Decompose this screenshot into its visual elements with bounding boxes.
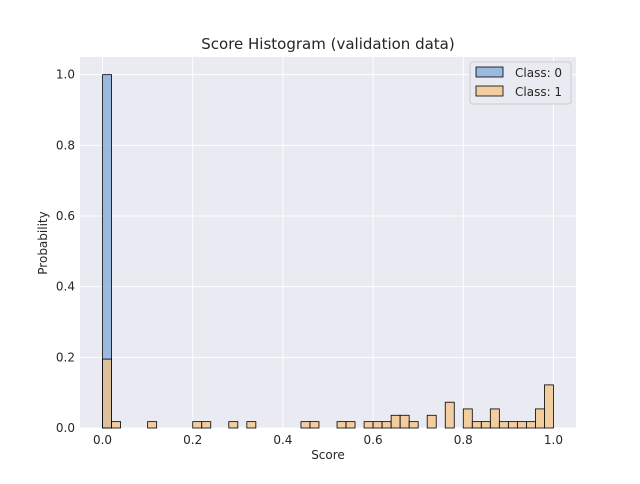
x-tick-label: 0.6 — [364, 433, 383, 447]
histogram-bar — [444, 401, 455, 429]
legend-label-class-0: Class: 0 — [515, 66, 562, 80]
x-axis-label: Score — [311, 448, 345, 462]
histogram-bar — [345, 421, 356, 429]
histogram-bar — [246, 421, 257, 429]
y-tick-label: 0.8 — [56, 138, 75, 152]
histogram-bar — [507, 421, 518, 429]
legend: Class: 0 Class: 1 — [469, 61, 572, 105]
y-tick-label: 0.4 — [56, 280, 75, 294]
histogram-bar — [426, 414, 437, 429]
histogram-bar — [399, 414, 410, 429]
legend-swatch-class-0 — [475, 66, 504, 78]
histogram-bar — [489, 408, 500, 429]
histogram-bar — [111, 421, 121, 429]
histogram-bar — [390, 414, 401, 429]
histogram-bar — [535, 408, 545, 429]
histogram-bar — [201, 421, 212, 429]
histogram-bar — [480, 421, 491, 429]
legend-label-class-1: Class: 1 — [515, 85, 562, 99]
histogram-bar — [526, 421, 536, 429]
x-tick-labels: 0.0 0.2 0.4 0.6 0.8 1.0 — [93, 433, 563, 447]
histogram-bar — [192, 421, 203, 429]
y-tick-labels: 0.0 0.2 0.4 0.6 0.8 1.0 — [56, 68, 75, 435]
y-tick-label: 0.2 — [56, 350, 75, 364]
y-tick-label: 0.6 — [56, 209, 75, 223]
histogram-bar — [471, 421, 482, 429]
histogram-bar — [300, 421, 311, 429]
histogram-bar — [462, 408, 473, 429]
chart-title: Score Histogram (validation data) — [201, 35, 454, 53]
histogram-bar — [516, 421, 527, 429]
x-tick-label: 0.0 — [93, 433, 112, 447]
y-tick-label: 1.0 — [56, 68, 75, 82]
x-tick-label: 0.2 — [183, 433, 202, 447]
histogram-bar — [498, 421, 509, 429]
histogram-bar — [381, 421, 392, 429]
histogram-bar — [102, 358, 112, 429]
plot-area — [80, 57, 576, 428]
histogram-bar — [372, 421, 383, 429]
histogram-bar — [408, 421, 419, 429]
y-axis-label: Probability — [36, 211, 50, 274]
histogram-bar — [228, 421, 239, 429]
y-tick-label: 0.0 — [56, 421, 75, 435]
series-class-1-bars — [102, 358, 554, 429]
x-tick-label: 0.8 — [454, 433, 473, 447]
histogram-bar — [336, 421, 347, 429]
grid — [80, 57, 576, 429]
histogram-bar — [147, 421, 158, 429]
histogram-bar — [309, 421, 320, 429]
x-tick-label: 1.0 — [544, 433, 563, 447]
x-tick-label: 0.4 — [273, 433, 292, 447]
histogram-bar — [363, 421, 374, 429]
legend-swatch-class-1 — [475, 85, 504, 97]
histogram-bar — [544, 384, 554, 429]
